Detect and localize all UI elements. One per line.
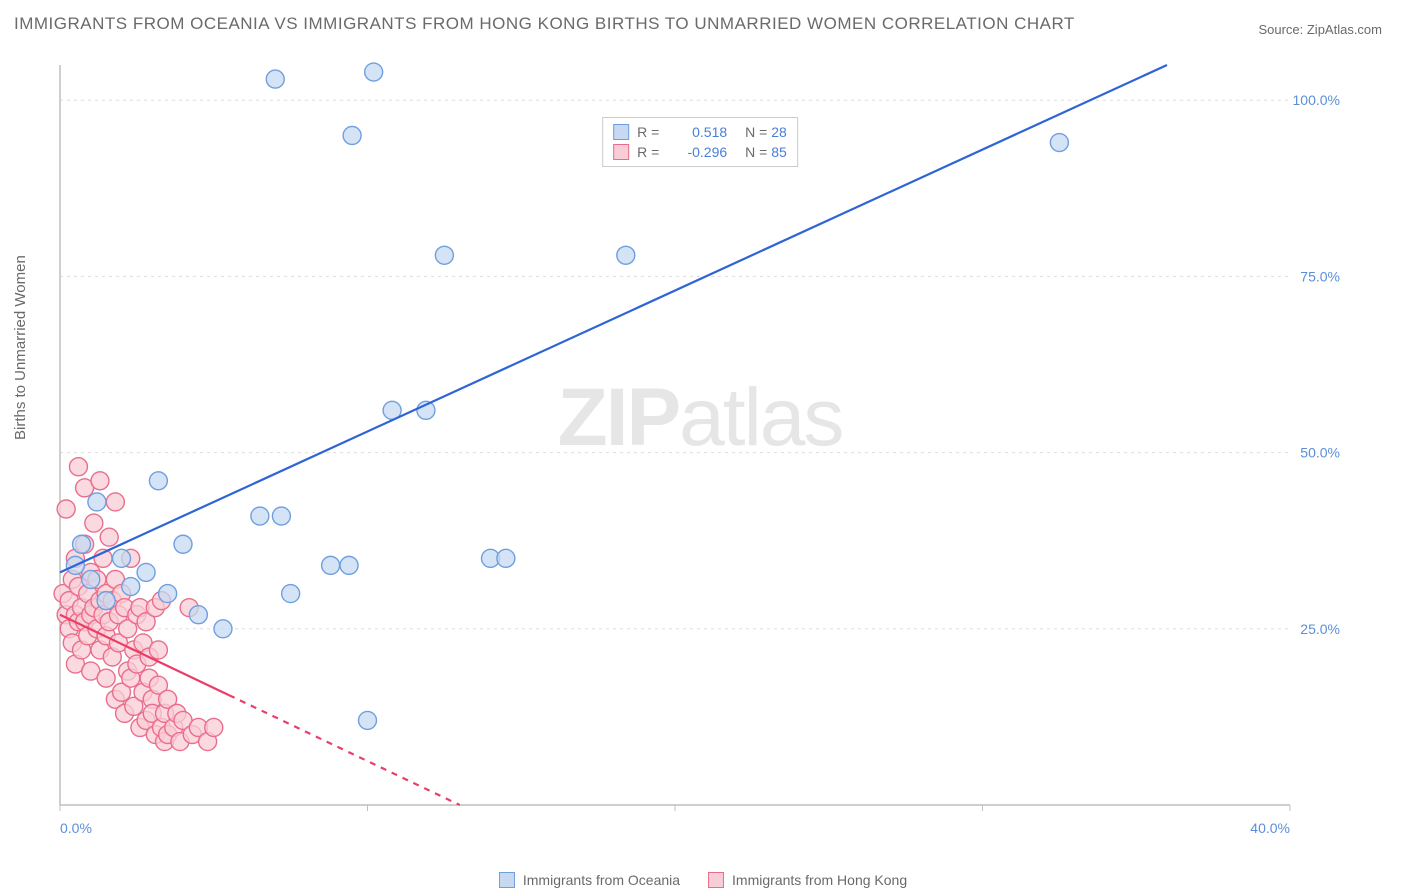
legend-row: R = -0.296 N = 85 [613, 142, 787, 162]
svg-text:75.0%: 75.0% [1300, 268, 1340, 284]
svg-text:50.0%: 50.0% [1300, 445, 1340, 461]
source-attribution: Source: ZipAtlas.com [1258, 22, 1382, 37]
legend-swatch [613, 144, 629, 160]
n-label: N = 85 [745, 144, 787, 160]
r-label: R = [637, 124, 665, 140]
legend-label: Immigrants from Oceania [523, 872, 680, 888]
scatter-plot: 25.0% 50.0% 75.0% 100.0% 0.0% 40.0% [50, 55, 1350, 845]
source-label: Source: [1258, 22, 1306, 37]
legend-swatch [708, 872, 724, 888]
source-value: ZipAtlas.com [1307, 22, 1382, 37]
svg-text:100.0%: 100.0% [1293, 92, 1340, 108]
chart-title: IMMIGRANTS FROM OCEANIA VS IMMIGRANTS FR… [14, 14, 1075, 34]
series-legend: Immigrants from Oceania Immigrants from H… [0, 872, 1406, 888]
legend-label: Immigrants from Hong Kong [732, 872, 907, 888]
legend-swatch [613, 124, 629, 140]
y-axis-label: Births to Unmarried Women [12, 255, 29, 440]
r-label: R = [637, 144, 665, 160]
r-value: -0.296 [673, 144, 727, 160]
r-value: 0.518 [673, 124, 727, 140]
legend-item: Immigrants from Hong Kong [708, 872, 907, 888]
svg-text:40.0%: 40.0% [1250, 820, 1290, 836]
chart-area: ZIPatlas 25.0%50.0%75.0%100.0%0.0%40.0% … [50, 55, 1350, 845]
n-label: N = 28 [745, 124, 787, 140]
legend-row: R = 0.518 N = 28 [613, 122, 787, 142]
svg-text:25.0%: 25.0% [1300, 621, 1340, 637]
legend-item: Immigrants from Oceania [499, 872, 680, 888]
legend-swatch [499, 872, 515, 888]
correlation-legend: R = 0.518 N = 28 R = -0.296 N = 85 [602, 117, 798, 167]
svg-text:0.0%: 0.0% [60, 820, 92, 836]
